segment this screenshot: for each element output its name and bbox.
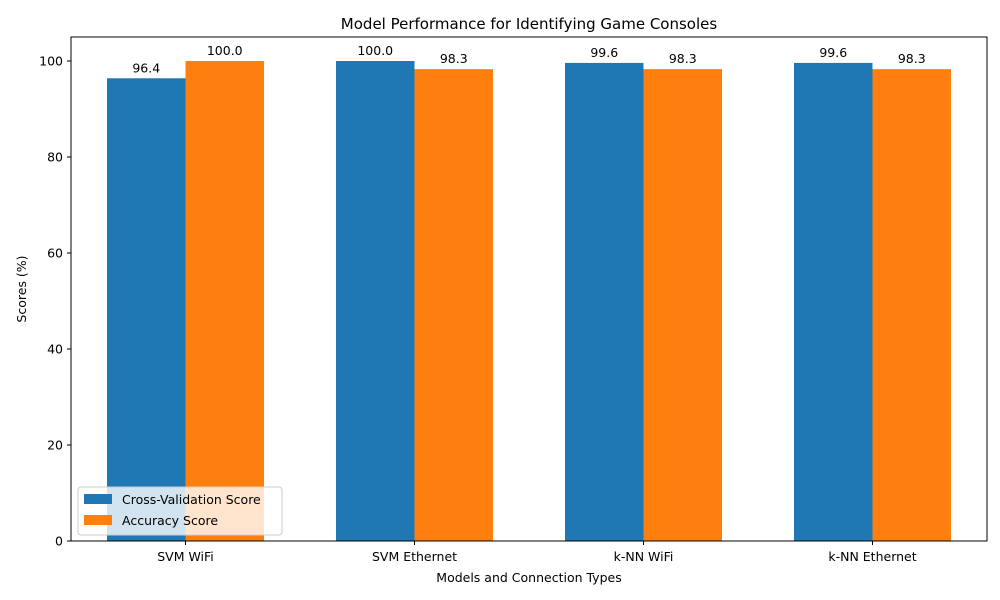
legend-label: Accuracy Score — [122, 513, 218, 528]
x-tick-label: k-NN Ethernet — [828, 549, 916, 564]
bar-cross-validation — [107, 78, 186, 541]
bar-accuracy — [643, 69, 722, 541]
chart-title: Model Performance for Identifying Game C… — [341, 15, 718, 33]
legend-label: Cross-Validation Score — [122, 492, 261, 507]
bar-cross-validation — [794, 62, 873, 542]
y-tick-label: 80 — [47, 150, 63, 165]
plot-area: 96.4 100.0 SVM WiFi 100.0 98.3 SVM Ethernet 99… — [39, 36, 988, 564]
bar-accuracy — [185, 61, 264, 541]
bar-cross-validation — [565, 62, 644, 542]
bar-accuracy — [414, 69, 493, 541]
legend-swatch — [84, 515, 112, 525]
data-label: 100.0 — [207, 43, 243, 58]
data-label: 98.3 — [440, 51, 468, 66]
legend: Cross-Validation Score Accuracy Score — [77, 486, 283, 536]
y-tick-label: 100 — [39, 54, 63, 69]
x-tick-label: SVM WiFi — [157, 549, 214, 564]
data-label: 99.6 — [819, 45, 847, 60]
data-label: 100.0 — [357, 43, 393, 58]
x-axis-label: Models and Connection Types — [436, 570, 621, 585]
y-axis-label: Scores (%) — [14, 255, 29, 322]
x-tick-label: k-NN WiFi — [614, 549, 674, 564]
data-label: 98.3 — [669, 51, 697, 66]
plot-frame — [70, 36, 988, 542]
x-tick-label: SVM Ethernet — [372, 549, 457, 564]
y-tick-label: 40 — [47, 342, 63, 357]
data-label: 98.3 — [898, 51, 926, 66]
data-label: 96.4 — [132, 60, 160, 75]
legend-swatch — [84, 494, 112, 504]
y-tick-label: 60 — [47, 246, 63, 261]
y-tick-label: 0 — [55, 534, 63, 549]
legend-box — [77, 486, 283, 536]
bar-accuracy — [872, 69, 951, 541]
data-label: 99.6 — [590, 45, 618, 60]
y-tick-label: 20 — [47, 438, 63, 453]
bar-cross-validation — [336, 61, 415, 541]
